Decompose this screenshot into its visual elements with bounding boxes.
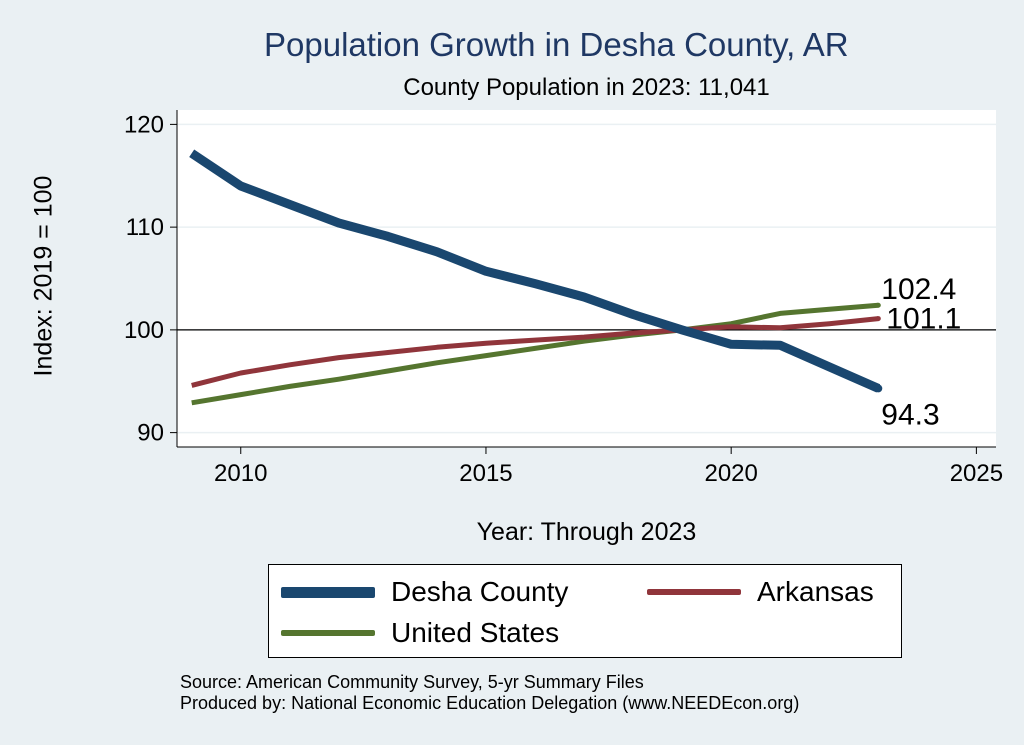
chart-subtitle: County Population in 2023: 11,041 <box>403 74 770 101</box>
series-line-arkansas <box>191 316 879 388</box>
source-line: Source: American Community Survey, 5-yr … <box>180 672 644 692</box>
y-tick-label-110: 110 <box>126 214 164 241</box>
source-notes: Source: American Community Survey, 5-yr … <box>180 672 799 714</box>
chart-title: Population Growth in Desha County, AR <box>264 26 849 63</box>
series-endpoint-arkansas <box>875 316 881 322</box>
x-tick-label-2025: 2025 <box>950 460 1003 487</box>
y-tick-label-120: 120 <box>124 111 164 138</box>
y-tick-label-90: 90 <box>137 420 164 447</box>
legend-swatch-arkansas <box>647 589 741 595</box>
legend: Desha County Arkansas United States <box>268 564 902 658</box>
end-label-united-states: 102.4 <box>881 273 956 306</box>
x-tick-label-2020: 2020 <box>704 460 757 487</box>
y-axis-label: Index: 2019 = 100 <box>29 175 58 377</box>
legend-label-desha-county: Desha County <box>391 576 569 607</box>
legend-item-united-states: United States <box>281 616 559 650</box>
series-line-united-states <box>191 302 879 406</box>
legend-item-desha-county: Desha County <box>281 575 568 609</box>
legend-swatch-united-states <box>281 630 375 636</box>
legend-label-united-states: United States <box>391 617 560 648</box>
y-tick-label-100: 100 <box>124 317 164 344</box>
legend-label-arkansas: Arkansas <box>757 576 874 607</box>
end-label-arkansas: 101.1 <box>886 303 961 336</box>
series-endpoint-desha-county <box>874 384 883 393</box>
x-axis-label: Year: Through 2023 <box>476 518 697 546</box>
series-line-desha-county <box>189 149 881 393</box>
axes: 90 100 110 120 2010 2015 2020 2025 <box>124 110 1003 487</box>
end-label-desha-county: 94.3 <box>881 398 939 431</box>
plot-area <box>177 110 996 447</box>
x-tick-label-2015: 2015 <box>459 460 512 487</box>
legend-swatch-desha-county <box>281 586 375 598</box>
line-chart: 90 100 110 120 2010 2015 2020 2025 94.3 101.1102… <box>124 110 1003 487</box>
series-endpoint-united-states <box>875 302 881 308</box>
series-lines <box>177 149 996 406</box>
produced-by-line: Produced by: National Economic Education… <box>180 693 800 713</box>
legend-item-arkansas: Arkansas <box>647 575 874 609</box>
x-tick-label-2010: 2010 <box>214 460 267 487</box>
